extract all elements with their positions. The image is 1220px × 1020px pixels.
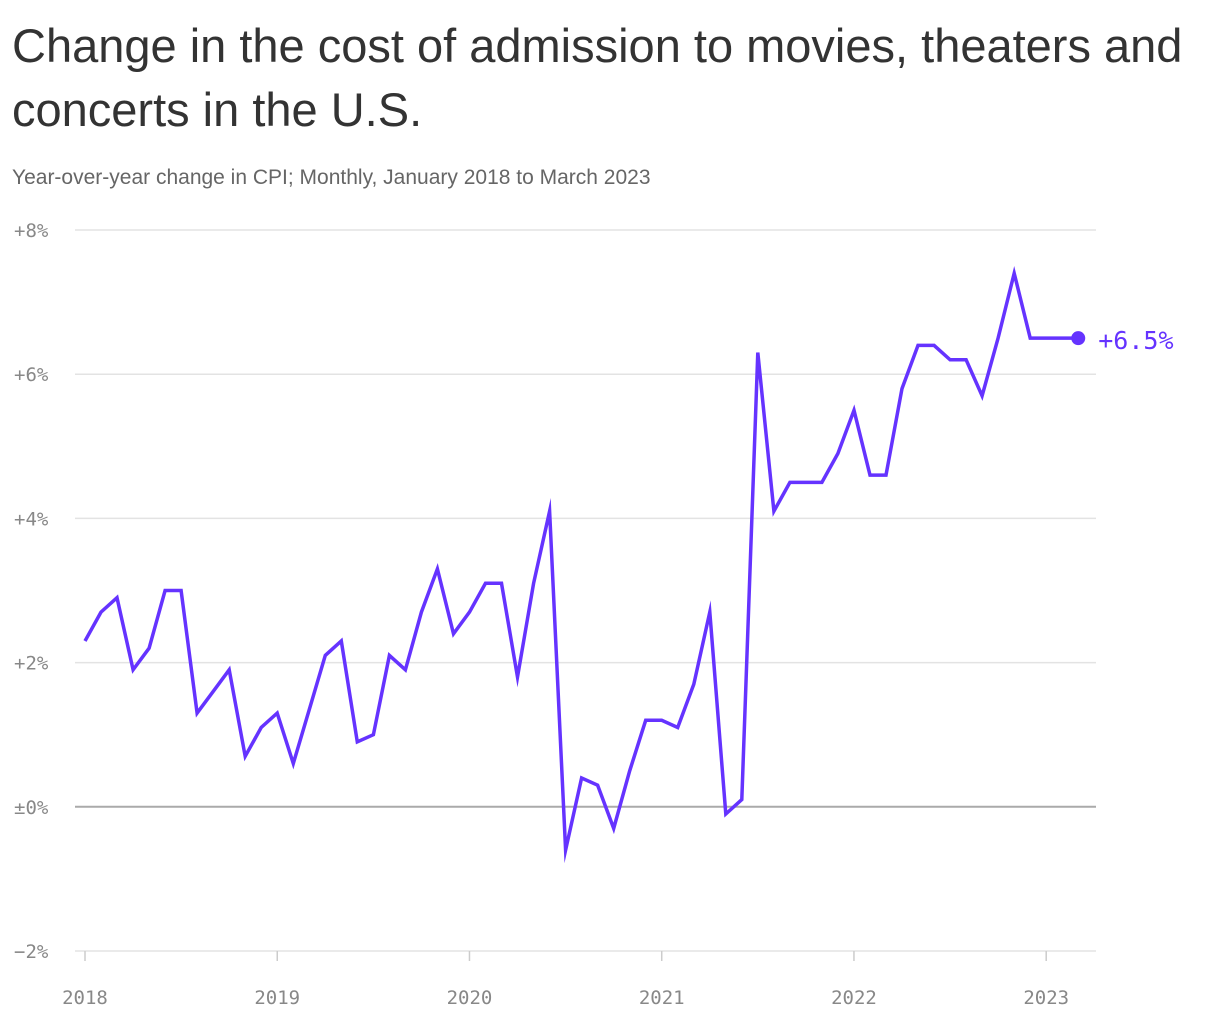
end-value-label: +6.5%: [1098, 326, 1173, 355]
y-tick-label: +2%: [14, 653, 49, 675]
x-tick-label: 2021: [639, 987, 685, 1009]
chart-subtitle: Year-over-year change in CPI; Monthly, J…: [12, 166, 651, 189]
x-tick-label: 2018: [62, 987, 108, 1009]
x-tick-label: 2023: [1023, 987, 1069, 1009]
x-tick-label: 2019: [254, 987, 300, 1009]
chart-title: Change in the cost of admission to movie…: [12, 19, 1183, 136]
series-line: [83, 266, 1079, 864]
y-tick-label: −2%: [14, 941, 49, 963]
y-tick-label: +4%: [14, 508, 49, 530]
end-point-marker: [1071, 331, 1086, 346]
y-tick-label: ±0%: [14, 797, 49, 819]
x-tick-label: 2020: [447, 987, 493, 1009]
y-tick-label: +6%: [14, 364, 49, 386]
y-tick-label: +8%: [14, 220, 49, 242]
x-tick-label: 2022: [831, 987, 877, 1009]
